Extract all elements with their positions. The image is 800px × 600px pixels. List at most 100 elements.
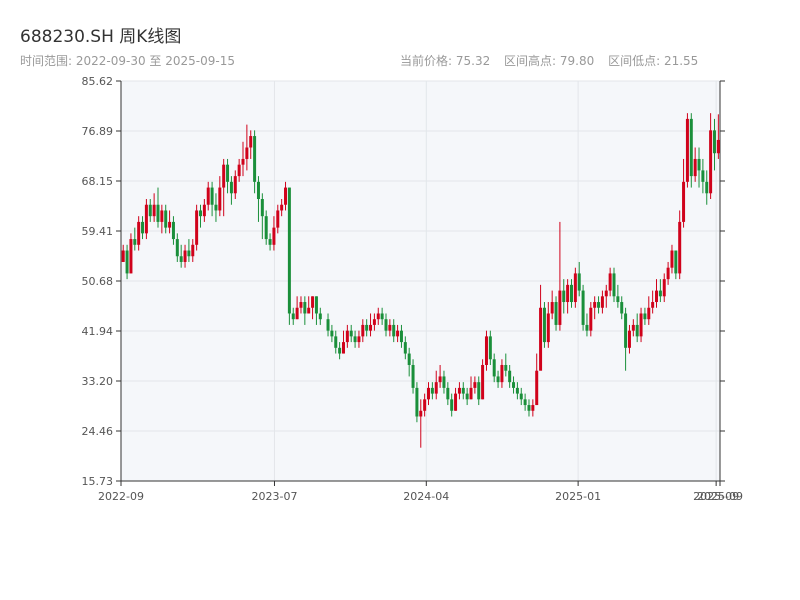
candle-body xyxy=(508,370,512,383)
candle-body xyxy=(241,158,245,165)
candle-body xyxy=(500,364,504,383)
candle-body xyxy=(608,273,612,291)
y-tick-label: 68.15 xyxy=(82,175,114,188)
candle-body xyxy=(512,382,516,388)
candle-body xyxy=(361,324,365,337)
candle-body xyxy=(651,302,655,308)
candle-body xyxy=(179,256,183,262)
candle-body xyxy=(716,139,720,154)
candle-body xyxy=(519,393,523,400)
candle-body xyxy=(527,405,531,411)
candle-body xyxy=(546,313,550,343)
candle-body xyxy=(256,181,260,200)
candle-body xyxy=(434,382,438,394)
y-tick-label: 85.62 xyxy=(82,75,114,88)
candle-body xyxy=(693,158,697,177)
candle-body xyxy=(635,324,639,337)
candle-body xyxy=(581,290,585,325)
candle-body xyxy=(539,307,543,371)
candle-body xyxy=(407,353,411,365)
stats-bar: 当前价格: 75.32 区间高点: 79.80 区间低点: 21.55 xyxy=(400,52,708,69)
candle-body xyxy=(670,250,674,268)
candle-body xyxy=(338,347,342,354)
candle-body xyxy=(585,324,589,331)
candle-body xyxy=(233,176,237,194)
candle-body xyxy=(658,290,662,297)
candle-body xyxy=(229,181,233,194)
candle-body xyxy=(674,250,678,274)
candle-body xyxy=(372,319,376,325)
candle-body xyxy=(685,118,689,182)
candle-body xyxy=(515,387,519,394)
candle-body xyxy=(492,359,496,377)
candle-body xyxy=(284,187,288,205)
candle-body xyxy=(682,181,686,222)
candle-body xyxy=(160,210,164,222)
candle-body xyxy=(202,204,206,217)
candle-body xyxy=(678,221,682,274)
candle-body xyxy=(168,221,172,228)
candle-body xyxy=(152,204,156,217)
candle-body xyxy=(141,221,145,234)
candle-body xyxy=(705,181,709,194)
candle-body xyxy=(566,284,570,303)
candle-body xyxy=(450,399,454,411)
candle-body xyxy=(175,239,179,257)
y-tick-label: 41.94 xyxy=(82,325,114,338)
candle-body xyxy=(345,330,349,343)
candle-body xyxy=(222,164,226,188)
candle-body xyxy=(616,296,620,303)
candle-body xyxy=(639,313,643,337)
candle-body xyxy=(280,204,284,211)
candle-body xyxy=(666,267,670,280)
candle-body xyxy=(314,296,318,314)
candle-body xyxy=(709,130,713,194)
candle-body xyxy=(484,336,488,365)
candle-body xyxy=(701,170,705,182)
date-range: 时间范围: 2022-09-30 至 2025-09-15 xyxy=(20,54,235,68)
x-tick-label: 2025-01 xyxy=(555,490,601,503)
candle-body xyxy=(415,387,419,417)
candle-body xyxy=(183,250,187,262)
candle-body xyxy=(164,210,168,228)
candle-body xyxy=(558,290,562,325)
candle-body xyxy=(593,302,597,308)
candle-body xyxy=(156,204,160,222)
candle-body xyxy=(392,324,396,337)
candle-body xyxy=(191,244,195,257)
candle-body xyxy=(573,273,577,303)
y-tick-label: 76.89 xyxy=(82,125,114,138)
candle-body xyxy=(218,187,222,211)
candle-body xyxy=(253,136,257,182)
x-tick-label: 2022-09 xyxy=(98,490,144,503)
candle-body xyxy=(612,273,616,297)
candle-body xyxy=(334,336,338,348)
candle-body xyxy=(631,324,635,331)
x-tick-label: 2025-09 xyxy=(693,490,739,503)
candle-body xyxy=(388,324,392,331)
range-high: 区间高点: 79.80 xyxy=(504,54,595,68)
candle-body xyxy=(376,313,380,320)
candle-body xyxy=(326,319,330,331)
candle-body xyxy=(523,399,527,406)
candle-body xyxy=(307,307,311,314)
candle-body xyxy=(554,302,558,325)
candle-body xyxy=(647,307,651,320)
candle-body xyxy=(655,290,659,303)
candle-body xyxy=(419,410,423,417)
candle-body xyxy=(604,290,608,297)
candle-body xyxy=(171,221,175,240)
candle-body xyxy=(210,187,214,205)
candle-body xyxy=(144,204,148,234)
candle-body xyxy=(125,250,129,274)
x-tick-label: 2024-04 xyxy=(403,490,449,503)
candle-body xyxy=(276,210,280,228)
candle-body xyxy=(712,130,716,154)
x-tick-label: 2025-09 xyxy=(697,490,743,503)
candle-body xyxy=(245,147,249,159)
candle-body xyxy=(542,307,546,343)
candle-body xyxy=(237,164,241,177)
y-tick-label: 50.68 xyxy=(82,275,114,288)
candle-body xyxy=(496,376,500,383)
